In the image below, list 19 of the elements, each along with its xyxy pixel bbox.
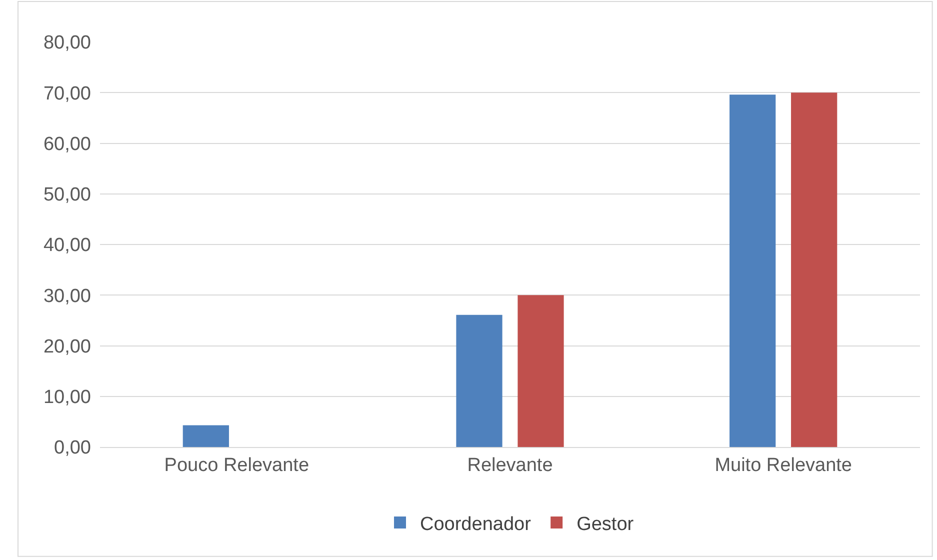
y-tick-label: 30,00 xyxy=(43,286,91,307)
y-tick-label: 0,00 xyxy=(54,438,91,459)
bar xyxy=(456,314,502,447)
bar xyxy=(518,295,564,447)
y-tick-label: 10,00 xyxy=(43,387,91,408)
bar xyxy=(730,94,776,447)
y-tick-label: 20,00 xyxy=(43,336,91,358)
y-tick-label: 50,00 xyxy=(43,184,91,206)
y-tick-label: 40,00 xyxy=(43,235,91,256)
x-tick-label: Muito Relevante xyxy=(714,454,852,476)
x-tick-label: Relevante xyxy=(467,454,553,476)
legend-label: Coordenador xyxy=(420,514,532,535)
y-tick-label: 60,00 xyxy=(43,134,91,155)
bar xyxy=(182,425,229,447)
bar xyxy=(791,92,838,447)
y-tick-label: 70,00 xyxy=(43,83,91,104)
x-tick-label: Pouco Relevante xyxy=(164,454,310,476)
y-tick-label: 80,00 xyxy=(43,32,91,54)
legend-label: Gestor xyxy=(576,514,634,535)
